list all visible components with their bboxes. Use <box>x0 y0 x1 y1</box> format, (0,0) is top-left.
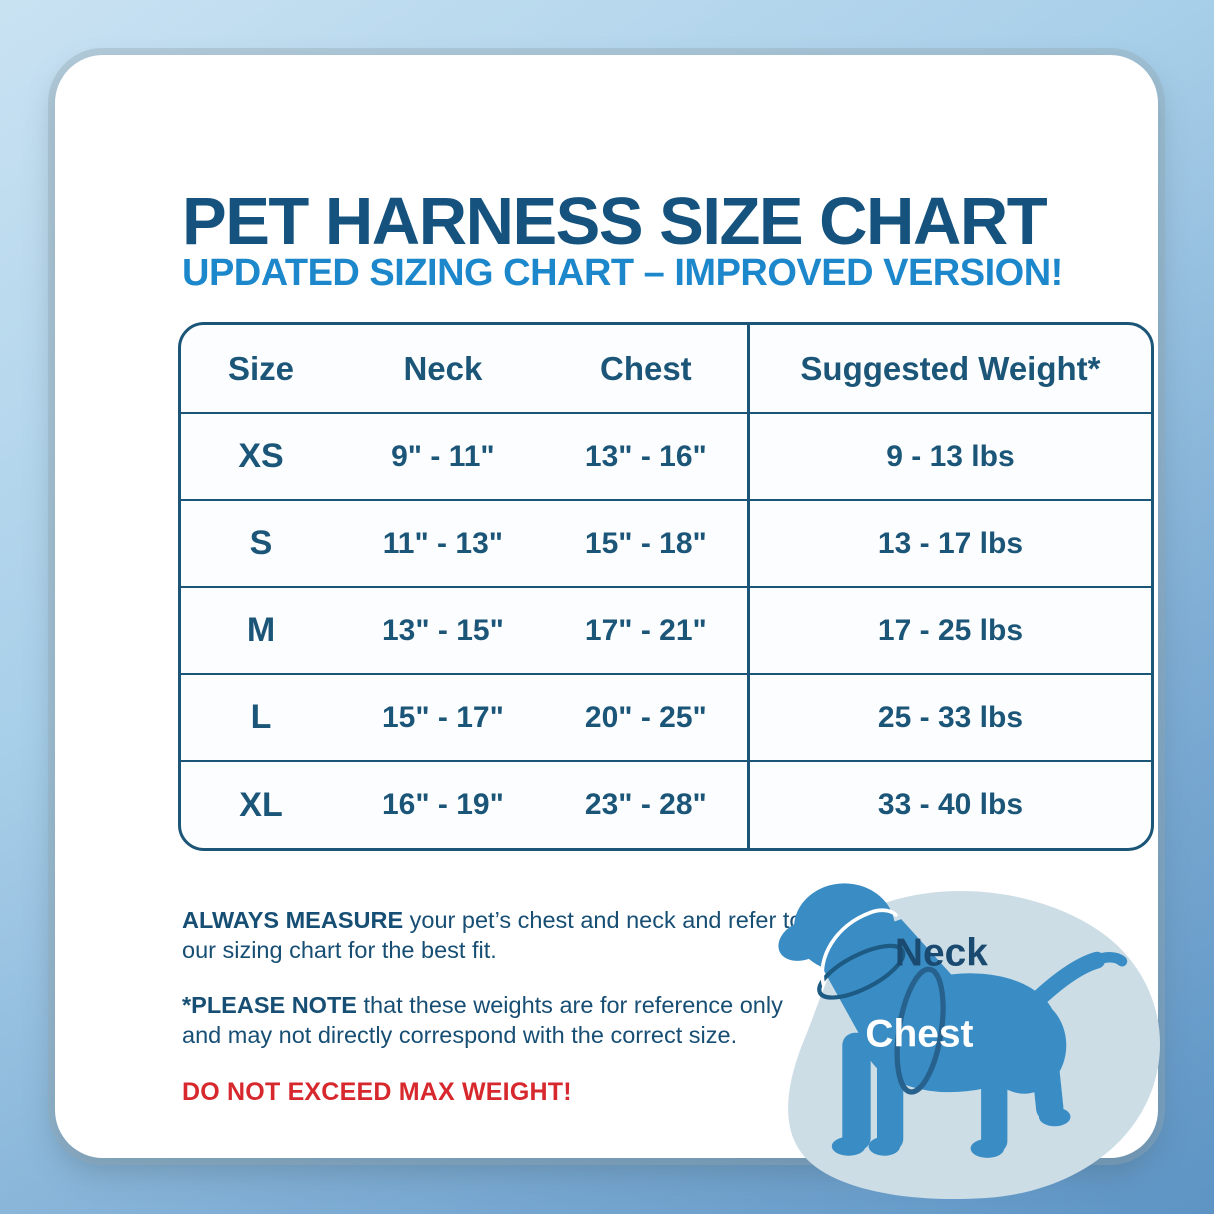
column-header-neck: Neck <box>403 349 483 387</box>
cell-chest: 17" - 21" <box>544 586 749 674</box>
table-row: L 15" - 17" 20" - 25" 25 - 33 lbs <box>181 673 1151 761</box>
page-subtitle: UPDATED SIZING CHART – IMPROVED VERSION! <box>182 252 1063 294</box>
cell-neck: 15" - 17" <box>341 673 545 761</box>
table-row: S 11" - 13" 15" - 18" 13 - 17 lbs <box>181 499 1151 587</box>
chest-measure-line <box>894 966 946 1095</box>
cell-weight: 17 - 25 lbs <box>746 586 1151 674</box>
notes-section: ALWAYS MEASURE your pet’s chest and neck… <box>182 906 822 1107</box>
neck-measure-line <box>817 943 906 1000</box>
cell-chest: 15" - 18" <box>544 499 749 587</box>
dog-diagram-svg: Neck Chest <box>778 883 1160 1200</box>
dog-measurement-diagram: Neck Chest <box>758 875 1200 1214</box>
cell-neck: 16" - 19" <box>341 760 545 848</box>
max-weight-warning: DO NOT EXCEED MAX WEIGHT! <box>182 1078 572 1107</box>
chest-label: Chest <box>865 1012 973 1055</box>
reference-note-lead: *PLEASE NOTE <box>182 991 357 1018</box>
measure-note-lead: ALWAYS MEASURE <box>182 907 404 933</box>
column-header-weight: Suggested Weight* <box>746 325 1151 413</box>
table-row: XL 16" - 19" 23" - 28" 33 - 40 lbs <box>181 760 1151 848</box>
page-title: PET HARNESS SIZE CHART <box>182 184 1048 259</box>
measure-note-text: your pet’s chest and neck and refer to o… <box>182 907 803 963</box>
cell-size: L <box>181 673 342 761</box>
table-header-row: Size Neck Chest Suggested Weight* <box>181 325 1151 413</box>
cell-chest: 23" - 28" <box>544 760 749 848</box>
cell-chest: 20" - 25" <box>544 673 749 761</box>
cell-size: S <box>181 499 342 587</box>
cell-weight: 13 - 17 lbs <box>746 499 1151 587</box>
cell-weight: 33 - 40 lbs <box>746 760 1151 848</box>
cell-weight: 25 - 33 lbs <box>746 673 1151 761</box>
cell-neck: 13" - 15" <box>341 586 545 674</box>
cell-chest: 13" - 16" <box>544 412 749 500</box>
content-card: PET HARNESS SIZE CHART UPDATED SIZING CH… <box>55 55 1160 1200</box>
neck-label: Neck <box>895 931 988 974</box>
size-table-grid: Size Neck Chest Suggested Weight* XS 9" -… <box>181 325 1151 848</box>
reference-note-text: that these weights are for reference onl… <box>182 991 783 1048</box>
column-header-chest: Chest <box>599 349 692 387</box>
measure-note: ALWAYS MEASURE your pet’s chest and neck… <box>182 906 822 966</box>
cell-weight: 9 - 13 lbs <box>746 412 1151 500</box>
column-header-size: Size <box>228 349 295 387</box>
table-row: M 13" - 15" 17" - 21" 17 - 25 lbs <box>181 586 1151 674</box>
size-table: Size Neck Chest Suggested Weight* XS 9" -… <box>178 322 1154 851</box>
table-body: XS 9" - 11" 13" - 16" 9 - 13 lbs S 11" - 13" 1… <box>181 412 1151 848</box>
table-row: XS 9" - 11" 13" - 16" 9 - 13 lbs <box>181 412 1151 500</box>
cell-neck: 11" - 13" <box>341 499 545 587</box>
cell-neck: 9" - 11" <box>341 412 545 500</box>
cell-size: XL <box>181 760 342 848</box>
cell-size: M <box>181 586 342 674</box>
reference-note: *PLEASE NOTE that these weights are for … <box>182 991 822 1051</box>
neck-measure-highlight <box>820 908 898 987</box>
cell-size: XS <box>181 412 342 500</box>
